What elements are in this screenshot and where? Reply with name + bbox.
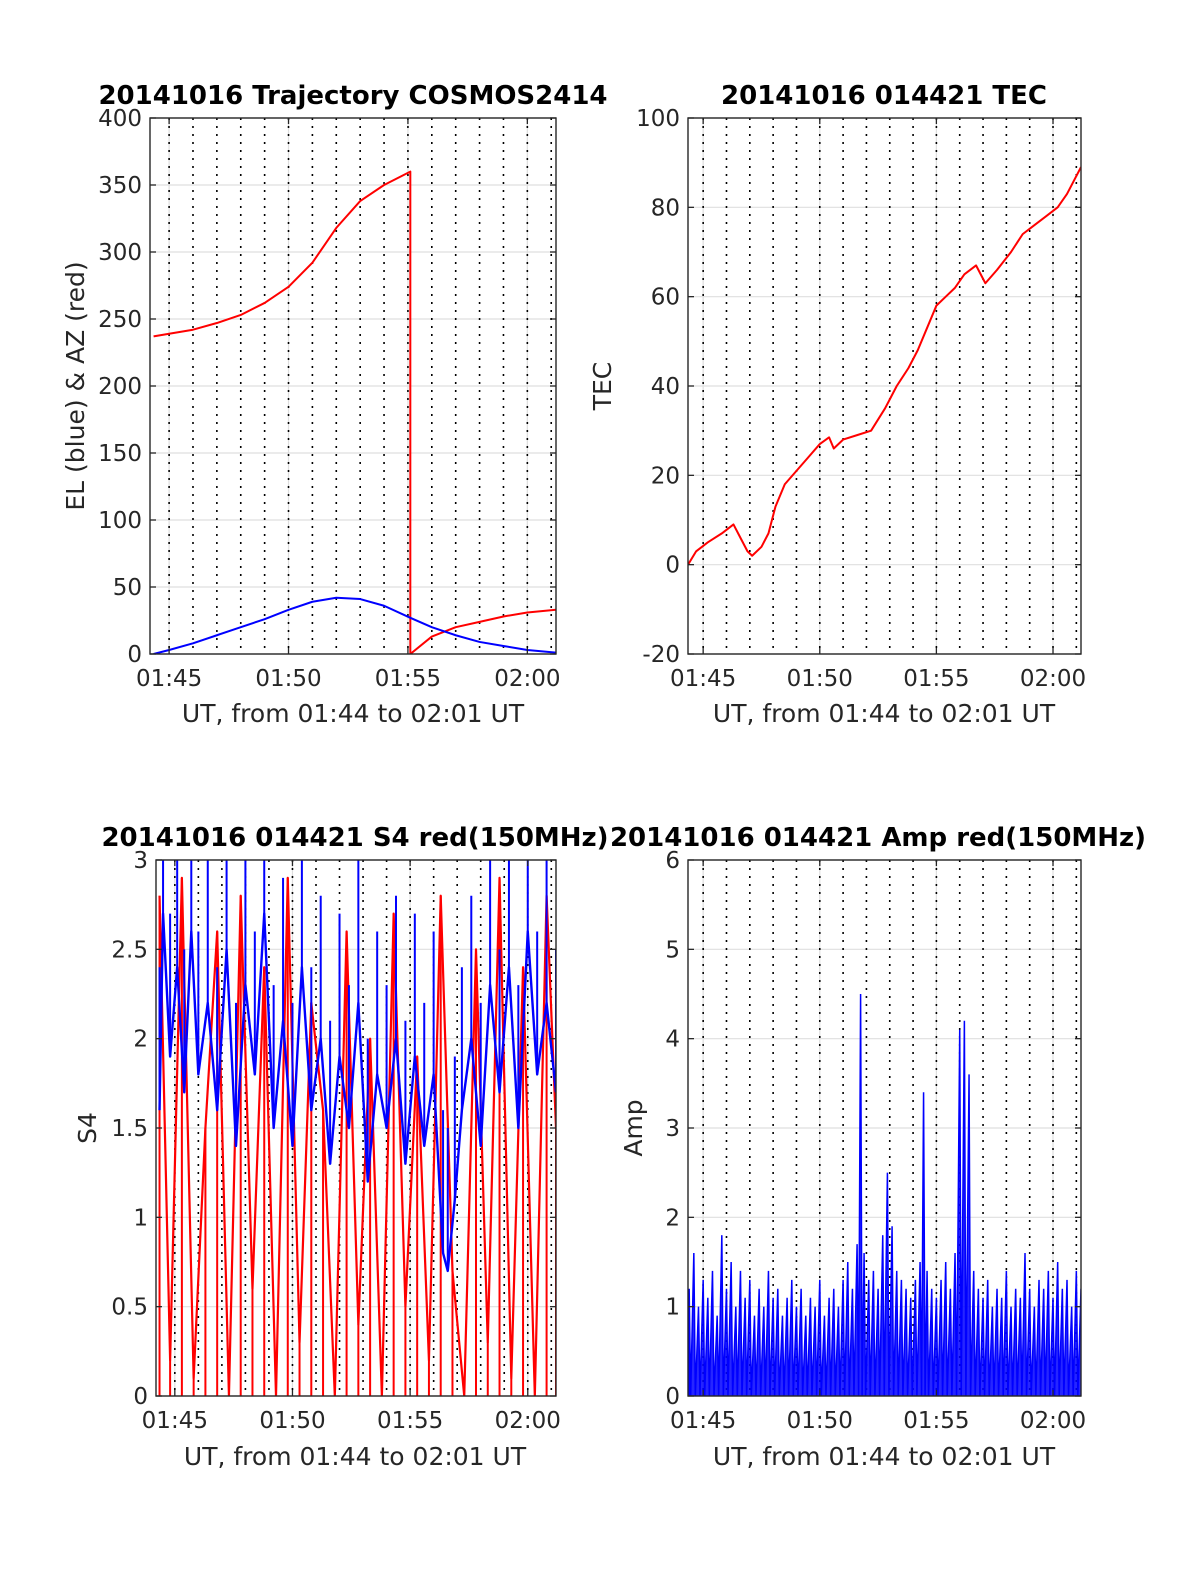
panel-tec: -20 0 20 40 60 80 100 01:45 01:50 01:55 02:00 2014… (588, 81, 1086, 728)
y-tick-label: 0 (133, 1384, 148, 1410)
x-axis-label: UT, from 01:44 to 02:01 UT (713, 699, 1056, 728)
y-tick-label: 400 (98, 106, 142, 132)
series-line-0 (153, 170, 556, 654)
y-tick-label: 6 (665, 848, 680, 874)
x-tick-label: 01:45 (670, 666, 736, 692)
panel-s4: 0 0.5 1 1.5 2 2.5 3 01:45 01:50 01:55 02:00 201410… (73, 823, 609, 1471)
x-tick-label: 01:50 (255, 666, 321, 692)
x-tick-label: 01:50 (787, 1408, 853, 1434)
y-tick-label: 2 (133, 1027, 148, 1053)
y-axis-label: S4 (73, 1112, 102, 1144)
y-tick-label: 0.5 (111, 1295, 148, 1321)
y-tick-label: 350 (98, 173, 142, 199)
x-tick-label: 02:00 (1020, 1408, 1086, 1434)
series-layer (688, 993, 1081, 1396)
x-tick-label: 01:50 (787, 666, 853, 692)
series-layer (158, 860, 556, 1396)
y-axis-label: TEC (588, 362, 617, 412)
panel-amp: 0 1 2 3 4 5 6 01:45 01:50 01:55 02:00 20141016 014… (610, 823, 1146, 1471)
y-tick-label: 0 (127, 642, 142, 668)
plot-area: 0 50 100 150 200 250 300 350 400 01:45 01:50 01:55 0… (98, 106, 560, 692)
x-tick-label: 02:00 (1020, 666, 1086, 692)
y-tick-label: 20 (651, 463, 680, 489)
y-tick-label: 1 (133, 1205, 148, 1231)
y-tick-label: 2 (665, 1205, 680, 1231)
chart-title: 20141016 014421 S4 red(150MHz) (101, 823, 608, 853)
chart-title: 20141016 014421 TEC (721, 81, 1047, 111)
x-tick-label: 01:55 (903, 666, 969, 692)
y-tick-label: 50 (113, 575, 142, 601)
y-tick-label: 2.5 (111, 937, 148, 963)
x-tick-label: 01:45 (136, 666, 202, 692)
y-tick-label: 40 (651, 374, 680, 400)
x-tick-label: 01:55 (375, 666, 441, 692)
y-tick-label: 0 (665, 553, 680, 579)
series-line-1 (153, 596, 556, 654)
y-axis-label: Amp (619, 1099, 648, 1156)
x-axis-label: UT, from 01:44 to 02:01 UT (184, 1442, 527, 1471)
series-line-0 (688, 993, 1081, 1396)
plot-area: 0 1 2 3 4 5 6 01:45 01:50 01:55 02:00 (665, 848, 1086, 1434)
series-layer (153, 170, 556, 654)
plot-area: 0 0.5 1 1.5 2 2.5 3 01:45 01:50 01:55 02:00 (111, 848, 560, 1434)
y-tick-label: 250 (98, 307, 142, 333)
x-tick-label: 01:50 (259, 1408, 325, 1434)
y-tick-label: 100 (636, 106, 680, 132)
series-line-1 (158, 912, 556, 1273)
chart-title: 20141016 014421 Amp red(150MHz) (610, 823, 1146, 853)
x-tick-label: 01:45 (142, 1408, 208, 1434)
x-tick-label: 01:55 (377, 1408, 443, 1434)
y-tick-label: 60 (651, 285, 680, 311)
y-tick-label: 3 (133, 848, 148, 874)
y-tick-label: 200 (98, 374, 142, 400)
plot-area: -20 0 20 40 60 80 100 01:45 01:50 01:55 02:00 (636, 106, 1086, 692)
y-tick-label: 300 (98, 240, 142, 266)
panel-trajectory: 0 50 100 150 200 250 300 350 400 01:45 01:50 01:55 0… (61, 81, 608, 728)
y-tick-label: 1 (665, 1295, 680, 1321)
series-layer (688, 166, 1081, 566)
x-tick-label: 02:00 (495, 1408, 561, 1434)
y-axis-label: EL (blue) & AZ (red) (61, 261, 90, 510)
x-tick-label: 01:55 (903, 1408, 969, 1434)
y-tick-label: 100 (98, 508, 142, 534)
y-tick-label: 5 (665, 937, 680, 963)
x-axis-label: UT, from 01:44 to 02:01 UT (182, 699, 525, 728)
y-tick-label: 80 (651, 195, 680, 221)
y-tick-label: -20 (642, 642, 680, 668)
y-tick-label: 150 (98, 441, 142, 467)
series-line-0 (158, 876, 556, 1396)
y-tick-label: 4 (665, 1027, 680, 1053)
y-tick-label: 3 (665, 1116, 680, 1142)
y-tick-label: 1.5 (111, 1116, 148, 1142)
y-tick-label: 0 (665, 1384, 680, 1410)
x-axis-label: UT, from 01:44 to 02:01 UT (713, 1442, 1056, 1471)
series-line-0 (688, 166, 1081, 566)
x-tick-label: 02:00 (494, 666, 560, 692)
chart-title: 20141016 Trajectory COSMOS2414 (98, 81, 607, 111)
x-tick-label: 01:45 (670, 1408, 736, 1434)
